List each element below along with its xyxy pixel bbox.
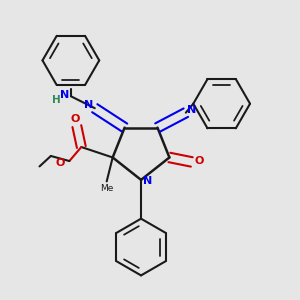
Text: Me: Me [100, 184, 113, 193]
Text: H: H [52, 95, 61, 105]
Text: O: O [56, 158, 65, 167]
Text: N: N [187, 105, 196, 115]
Text: N: N [143, 176, 152, 186]
Text: N: N [60, 90, 69, 100]
Text: O: O [71, 114, 80, 124]
Text: O: O [195, 156, 204, 166]
Text: N: N [84, 100, 93, 110]
